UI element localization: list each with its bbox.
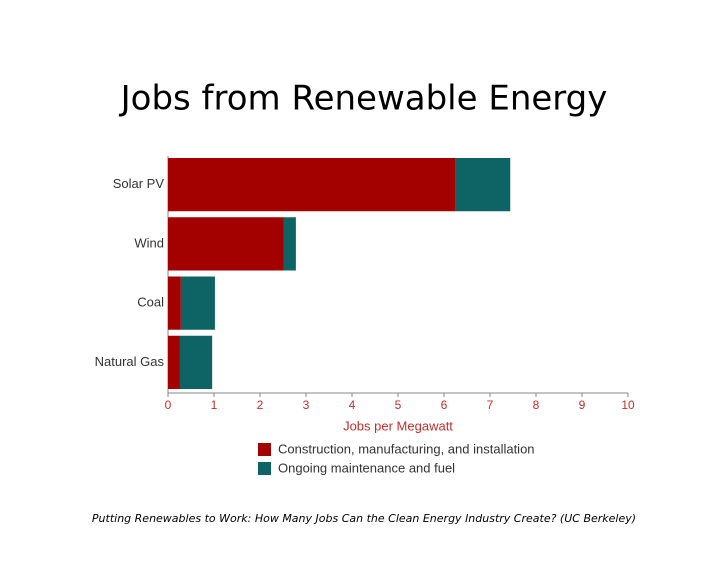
y-tick-label: Solar PV bbox=[113, 176, 165, 191]
x-tick-label: 8 bbox=[533, 398, 540, 412]
legend-swatch bbox=[258, 462, 271, 475]
legend-swatch bbox=[258, 443, 271, 456]
bar-segment bbox=[168, 335, 180, 389]
x-tick-label: 7 bbox=[487, 398, 494, 412]
x-axis-label: Jobs per Megawatt bbox=[343, 418, 453, 433]
bar-segment bbox=[455, 158, 511, 212]
legend-label: Construction, manufacturing, and install… bbox=[278, 441, 535, 456]
x-tick-label: 3 bbox=[303, 398, 310, 412]
x-tick-label: 0 bbox=[165, 398, 172, 412]
bar-segment bbox=[168, 158, 456, 212]
y-tick-label: Wind bbox=[134, 235, 164, 250]
source-note: Putting Renewables to Work: How Many Job… bbox=[92, 512, 636, 525]
bar-segment bbox=[180, 276, 215, 330]
legend-label: Ongoing maintenance and fuel bbox=[278, 460, 455, 475]
x-tick-label: 10 bbox=[621, 398, 635, 412]
x-tick-label: 5 bbox=[395, 398, 402, 412]
y-tick-label: Coal bbox=[137, 295, 164, 310]
bar-segment bbox=[168, 217, 284, 271]
y-tick-label: Natural Gas bbox=[95, 354, 165, 369]
chart-title: Jobs from Renewable Energy bbox=[119, 79, 608, 119]
x-tick-label: 4 bbox=[349, 398, 356, 412]
x-tick-label: 6 bbox=[441, 398, 448, 412]
bar-segment bbox=[283, 217, 296, 271]
bar-segment bbox=[168, 276, 181, 330]
x-tick-label: 2 bbox=[257, 398, 264, 412]
bar-segment bbox=[179, 335, 213, 389]
x-tick-label: 9 bbox=[579, 398, 586, 412]
x-tick-label: 1 bbox=[211, 398, 218, 412]
